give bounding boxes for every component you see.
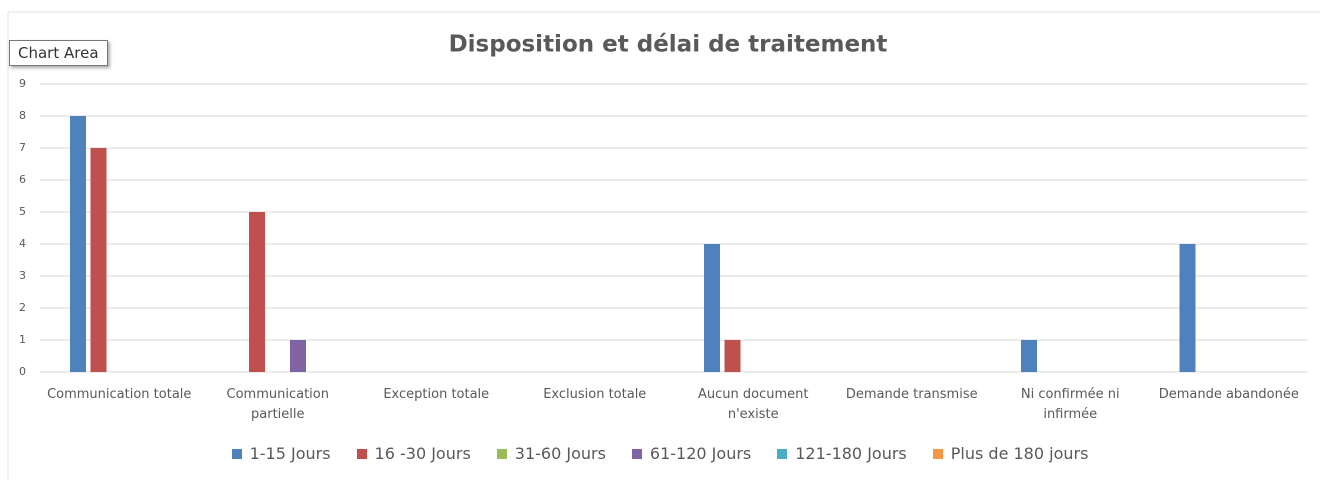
bar [90, 148, 107, 372]
x-tick-label: Demande abandonée [1158, 387, 1299, 402]
y-tick-label: 3 [19, 269, 26, 282]
legend-swatch [932, 448, 943, 459]
legend-label: 61-120 Jours [649, 444, 752, 463]
legend-label: 31-60 Jours [514, 444, 606, 463]
x-tick-label: Exception totale [383, 387, 490, 402]
y-tick-label: 9 [19, 77, 26, 90]
legend-swatch [356, 448, 367, 459]
legend-item: 121-180 Jours [777, 444, 907, 463]
legend-item: 1-15 Jours [231, 444, 331, 463]
x-tick-label: Communication totale [47, 387, 192, 402]
bar [70, 116, 86, 372]
x-tick-label: Demande transmise [845, 387, 978, 402]
bar [290, 340, 306, 372]
legend: 1-15 Jours 16 -30 Jours 31-60 Jours 61-120 … [0, 444, 1320, 463]
legend-item: Plus de 180 jours [932, 444, 1089, 463]
y-tick-label: 4 [19, 237, 26, 250]
legend-label: 16 -30 Jours [374, 444, 471, 463]
x-tick-label: Aucun document n'existe [698, 387, 809, 422]
bar [1179, 244, 1196, 372]
x-tick-label: Ni confirmée ni infirmée [1020, 387, 1120, 422]
y-tick-label: 6 [19, 173, 26, 186]
y-tick-label: 8 [19, 109, 26, 122]
legend-swatch [496, 448, 507, 459]
legend-item: 61-120 Jours [631, 444, 752, 463]
legend-label: Plus de 180 jours [950, 444, 1089, 463]
y-tick-label: 1 [19, 333, 26, 346]
legend-item: 31-60 Jours [496, 444, 606, 463]
y-tick-label: 7 [19, 141, 26, 154]
legend-label: 121-180 Jours [795, 444, 907, 463]
bar [249, 212, 265, 372]
legend-item: 16 -30 Jours [356, 444, 471, 463]
y-tick-label: 5 [19, 205, 26, 218]
x-tick-label: Exclusion totale [543, 387, 647, 402]
bar [704, 244, 720, 372]
legend-label: 1-15 Jours [249, 444, 331, 463]
chart-title: Disposition et délai de traitement [449, 32, 888, 58]
legend-swatch [231, 448, 242, 459]
legend-swatch [777, 448, 788, 459]
bar [724, 340, 741, 372]
tooltip: Chart Area [9, 40, 108, 66]
legend-swatch [631, 448, 642, 459]
bar [1021, 340, 1037, 372]
x-tick-label: Communication partielle [226, 387, 329, 422]
y-tick-label: 2 [19, 301, 26, 314]
y-tick-label: 0 [19, 365, 26, 378]
